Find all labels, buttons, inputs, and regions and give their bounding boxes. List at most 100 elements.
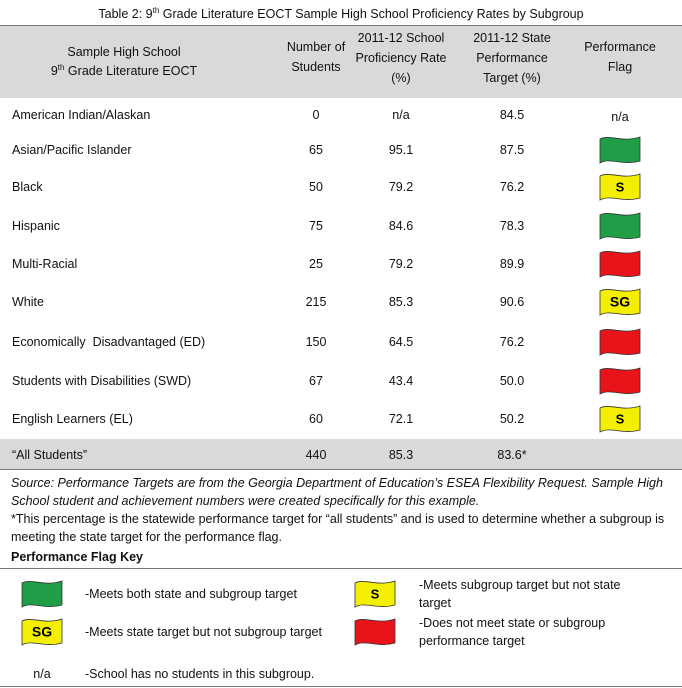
table-title: Table 2: 9th Grade Literature EOCT Sampl… [98,6,583,21]
flag-shape [599,405,641,433]
asterisk-note: *This percentage is the statewide perfor… [11,512,665,544]
source-note: Source: Performance Targets are from the… [11,476,663,508]
students-cell: 0 [312,108,320,122]
flag-label: SG [610,294,630,310]
flag [354,618,396,646]
group-cell: “All Students” [12,448,88,462]
rule [0,686,682,687]
group-cell: Multi-Racial [12,257,78,271]
flag [599,136,641,164]
title-text: Table 2: 9 [98,7,153,22]
rate-cell: 84.6 [388,219,414,233]
header-line: (%) [391,71,411,85]
flag-label: S [371,586,380,601]
flag [599,212,641,240]
flag-shape [599,212,641,240]
flag-shape [599,367,641,395]
students-cell: 50 [309,180,323,194]
key-title: Performance Flag Key [11,550,143,564]
rate-cell: 72.1 [388,412,414,426]
key-text: -Meets subgroup target but not state tar… [419,578,621,610]
students-cell: 150 [305,335,327,349]
total-band [0,439,682,469]
rate-cell: n/a [392,108,410,122]
flag: SG [21,618,63,646]
header-line: Proficiency Rate [355,51,447,65]
target-cell: 83.6* [497,448,527,462]
flag-shape [21,580,63,608]
key-text: -Meets both state and subgroup target [85,587,297,601]
header-cell: Sample High School 9th Grade Literature … [51,44,197,79]
header-line: Performance [476,51,548,65]
flag-shape [599,328,641,356]
students-cell: 67 [309,374,323,388]
header-line: Sample High School [67,45,181,59]
flag: S [599,405,641,433]
rate-cell: 79.2 [388,180,414,194]
header-line: Performance [584,40,656,54]
target-cell: 50.2 [499,412,525,426]
key-text: -School has no students in this subgroup… [85,667,315,681]
group-cell: English Learners (EL) [12,412,133,426]
students-cell: 440 [305,448,327,462]
group-cell: Hispanic [12,219,60,233]
students-cell: 60 [309,412,323,426]
flag-text: n/a [611,110,629,124]
header-line: Target (%) [483,71,541,85]
target-cell: 84.5 [499,108,525,122]
group-cell: Economically Disadvantaged (ED) [12,335,206,349]
header-line: Number of [286,40,346,54]
group-cell: Asian/Pacific Islander [12,143,132,157]
header-line: Students [291,60,341,74]
flag [21,580,63,608]
group-cell: Students with Disabilities (SWD) [12,374,192,388]
flag: S [599,173,641,201]
students-cell: 215 [305,295,327,309]
header-band [0,25,682,98]
rate-cell: 79.2 [388,257,414,271]
flag: SG [599,288,641,316]
flag: S [354,580,396,608]
flag-label: S [616,411,625,426]
target-cell: 89.9 [499,257,525,271]
rate-cell: 64.5 [388,335,414,349]
rule [0,568,682,569]
flag-shape [354,580,396,608]
flag-label: SG [32,624,52,640]
flag-label: S [616,179,625,194]
target-cell: 87.5 [499,143,525,157]
target-cell: 78.3 [499,219,525,233]
title-sup: th [152,6,160,15]
flag-shape [599,173,641,201]
header-line: 9th Grade Literature EOCT [50,63,198,79]
rule [0,469,682,470]
rate-cell: 95.1 [388,143,414,157]
group-cell: Black [12,180,43,194]
target-cell: 76.2 [499,335,525,349]
flag [599,367,641,395]
flag-shape [21,618,63,646]
flag-shape [599,136,641,164]
group-cell: White [12,295,44,309]
group-cell: American Indian/Alaskan [12,108,151,122]
flag-shape [354,618,396,646]
key-text: -Meets state target but not subgroup tar… [85,625,322,639]
target-cell: 50.0 [499,374,525,388]
flag-shape [599,288,641,316]
key-text: -Does not meet state or subgroup perform… [419,616,606,648]
header-line: Flag [607,60,633,74]
rate-cell: 85.3 [388,448,414,462]
header-line: 2011-12 School [357,31,445,45]
flag-shape [599,250,641,278]
rule [0,25,682,26]
target-cell: 76.2 [499,180,525,194]
students-cell: 75 [309,219,323,233]
rate-cell: 85.3 [388,295,414,309]
students-cell: 25 [309,257,323,271]
header-line: 2011-12 State [473,31,551,45]
target-cell: 90.6 [499,295,525,309]
students-cell: 65 [309,143,323,157]
rate-cell: 43.4 [388,374,414,388]
flag-text: n/a [33,667,51,681]
